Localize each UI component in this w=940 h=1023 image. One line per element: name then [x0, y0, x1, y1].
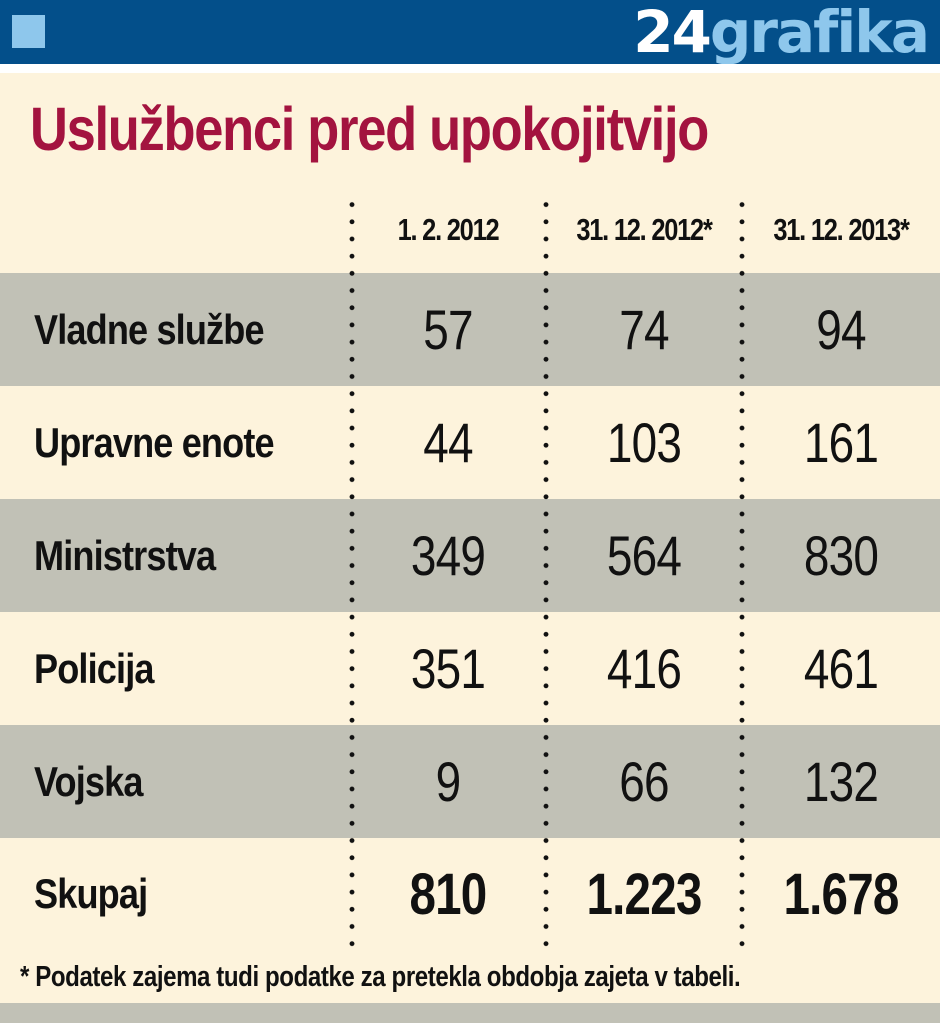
- brand-number: 24: [633, 0, 712, 66]
- cell-value: 44: [423, 411, 473, 474]
- total-row: Skupaj 810 1.223 1.678: [0, 838, 940, 950]
- chart-title: Uslužbenci pred upokojitvijo: [30, 95, 709, 163]
- total-value: 1.223: [586, 861, 703, 927]
- dotted-separator: [739, 196, 745, 950]
- table-row: Upravne enote 44 103 161: [0, 386, 940, 499]
- cell-value: 351: [410, 637, 486, 700]
- row-label: Vojska: [34, 757, 143, 805]
- cell-value: 132: [803, 750, 879, 813]
- table-row: Vojska 9 66 132: [0, 725, 940, 838]
- header-bar: 24grafika: [0, 0, 940, 64]
- cell-value: 74: [619, 298, 669, 361]
- divider: [0, 64, 940, 73]
- brand-word: grafika: [709, 0, 930, 66]
- cell-value: 461: [803, 637, 879, 700]
- cell-value: 66: [619, 750, 669, 813]
- dotted-separator: [349, 196, 355, 950]
- cell-value: 103: [606, 411, 682, 474]
- row-label: Policija: [34, 644, 154, 692]
- footnote: * Podatek zajema tudi podatke za pretekl…: [20, 961, 741, 993]
- brand-logo: 24grafika: [633, 0, 930, 66]
- total-label: Skupaj: [34, 870, 148, 917]
- column-header: 31. 12. 2012*: [576, 212, 712, 247]
- table-row: Vladne službe 57 74 94: [0, 273, 940, 386]
- cell-value: 564: [606, 524, 682, 587]
- row-label: Ministrstva: [34, 531, 216, 579]
- table-row: Policija 351 416 461: [0, 612, 940, 725]
- cell-value: 830: [803, 524, 879, 587]
- cell-value: 161: [803, 411, 879, 474]
- square-icon: [12, 15, 45, 48]
- cell-value: 9: [435, 750, 462, 813]
- column-header: 31. 12. 2013*: [773, 212, 909, 247]
- cell-value: 416: [606, 637, 682, 700]
- row-label: Upravne enote: [34, 418, 275, 466]
- cell-value: 349: [410, 524, 486, 587]
- table-row: Ministrstva 349 564 830: [0, 499, 940, 612]
- total-value: 1.678: [783, 861, 900, 927]
- total-value: 810: [409, 861, 488, 927]
- row-label: Vladne službe: [34, 305, 265, 353]
- column-header: 1. 2. 2012: [397, 212, 500, 247]
- column-header-row: 1. 2. 2012 31. 12. 2012* 31. 12. 2013*: [0, 190, 940, 270]
- cell-value: 57: [423, 298, 473, 361]
- cell-value: 94: [816, 298, 866, 361]
- dotted-separator: [543, 196, 549, 950]
- bottom-bar: [0, 1003, 940, 1023]
